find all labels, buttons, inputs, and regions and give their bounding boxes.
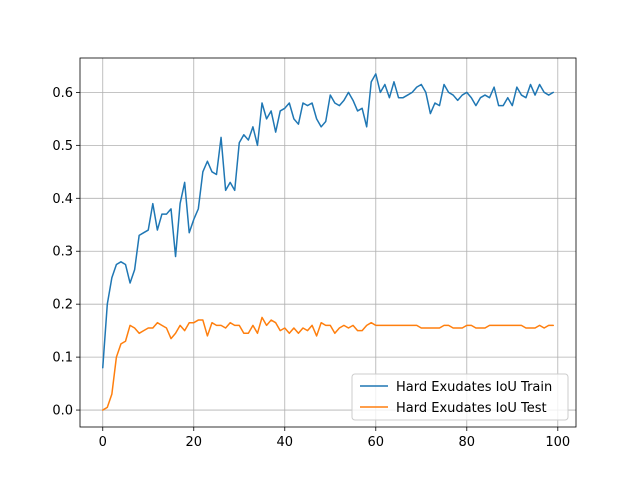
x-tick-label: 100 [545,435,570,450]
x-tick-label: 80 [459,435,476,450]
legend-label-train: Hard Exudates IoU Train [396,380,552,395]
plot-frame [79,57,577,428]
axis-ticks: 0 20 40 60 80 100 0.0 0.1 0.2 0.3 0.4 0.5 0.6 [52,86,570,450]
y-tick-label: 0.1 [52,351,73,366]
series-line-test [102,316,554,411]
y-tick-label: 0.5 [52,139,73,154]
x-tick-label: 20 [185,435,202,450]
y-tick-label: 0.3 [52,245,73,260]
series-layer [102,73,554,411]
grid-lines [80,58,576,427]
y-tick-label: 0.4 [52,192,73,207]
y-tick-label: 0.0 [52,404,73,419]
x-tick-label: 0 [99,435,107,450]
y-tick-label: 0.6 [52,86,73,101]
x-tick-label: 60 [368,435,385,450]
x-tick-label: 40 [276,435,293,450]
series-line-train [102,73,554,369]
y-tick-label: 0.2 [52,298,73,313]
legend: Hard Exudates IoU Train Hard Exudates Io… [351,373,569,421]
legend-box [351,373,569,421]
legend-label-test: Hard Exudates IoU Test [396,401,547,416]
